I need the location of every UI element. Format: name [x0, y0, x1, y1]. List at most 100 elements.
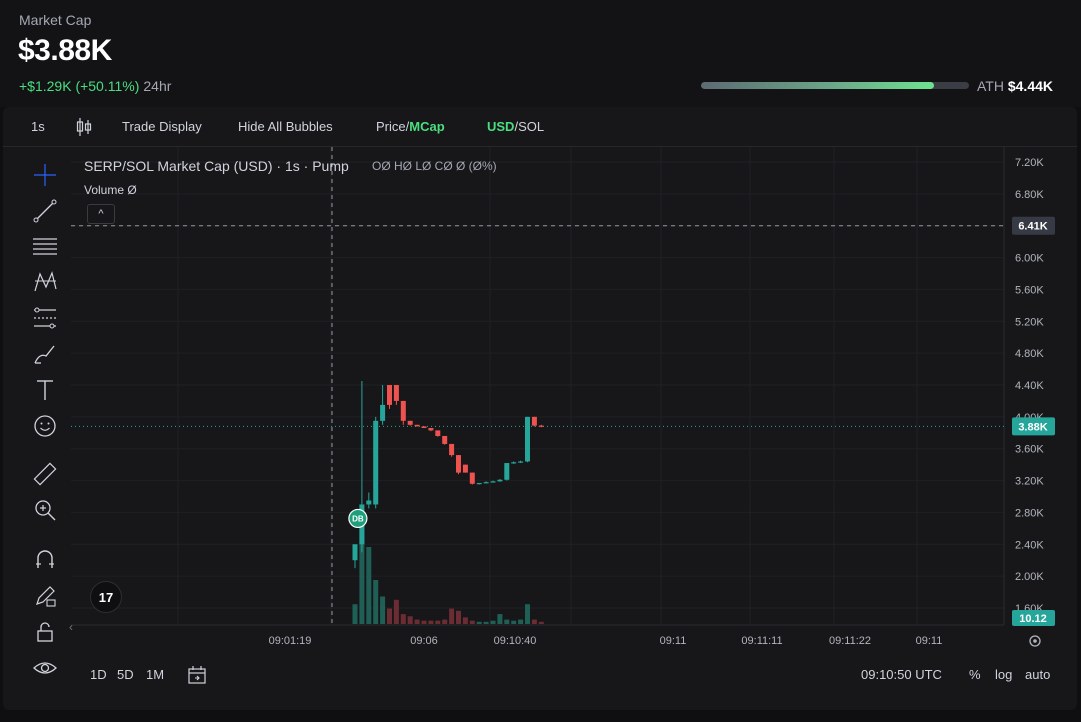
auto-toggle[interactable]: auto — [1025, 667, 1051, 682]
volume-bar — [483, 621, 489, 624]
range-1d[interactable]: 1D — [90, 667, 107, 682]
last-price-label-bg — [1012, 417, 1055, 436]
change-value: +$1.29K (+50.11%) — [19, 78, 140, 94]
volume-bar — [393, 599, 399, 624]
volume-bar — [442, 619, 448, 624]
range-1m[interactable]: 1M — [146, 667, 165, 682]
price-tick-label: 3.20K — [1015, 476, 1044, 488]
price-tick-label: 4.40K — [1015, 380, 1044, 392]
fib-icon[interactable] — [31, 304, 59, 332]
separator: / — [514, 119, 519, 134]
horizontal-lines-icon[interactable] — [31, 232, 59, 260]
log-toggle[interactable]: log — [995, 667, 1013, 682]
volume-bar — [414, 619, 420, 624]
price-tick-label: 6.80K — [1015, 189, 1044, 201]
chart-panel: 1s Trade Display Hide All Bubbles Price/… — [3, 107, 1077, 710]
interval-selector[interactable]: 1s — [31, 119, 45, 134]
trade-display-button[interactable]: Trade Display — [122, 119, 202, 134]
trend-line-icon[interactable] — [31, 197, 59, 225]
volume-bar — [525, 604, 530, 624]
candle-body — [476, 482, 482, 485]
volume-bar — [538, 621, 544, 624]
magnet-icon[interactable] — [31, 545, 59, 573]
volume-bar — [476, 621, 482, 624]
volume-value-label: 10.12 — [1019, 613, 1047, 625]
text-icon[interactable] — [31, 376, 59, 404]
price-tick-label: 5.60K — [1015, 284, 1044, 296]
candle-body — [380, 404, 386, 421]
usd-sol-toggle[interactable]: USD/SOL — [487, 119, 544, 134]
volume-bar — [518, 619, 524, 624]
percent-toggle[interactable]: % — [969, 667, 981, 682]
price-tick-label: 7.20K — [1015, 157, 1044, 169]
time-tick-label: 09:11:11 — [741, 635, 782, 647]
pattern-icon[interactable] — [31, 268, 59, 296]
candle-body — [428, 428, 434, 431]
candle-body — [366, 500, 372, 505]
volume-bar — [497, 614, 503, 624]
time-tick-label: 09:06 — [410, 635, 438, 647]
eye-icon[interactable] — [31, 654, 59, 682]
price-tick-label: 3.60K — [1015, 444, 1044, 456]
volume-bar — [456, 610, 461, 624]
candlestick-icon[interactable] — [76, 117, 92, 140]
bottom-bar: 1D 5D 1M 09:10:50 UTC % log auto — [69, 655, 1077, 710]
hide-bubbles-button[interactable]: Hide All Bubbles — [238, 119, 333, 134]
lock-pencil-icon[interactable] — [31, 582, 59, 610]
candle-body — [407, 420, 413, 425]
candle-body — [421, 426, 427, 429]
price-mcap-toggle[interactable]: Price/MCap — [376, 119, 445, 134]
ruler-icon[interactable] — [31, 460, 59, 488]
volume-bar — [359, 514, 365, 624]
tradingview-logo[interactable]: 17 — [90, 581, 122, 613]
candle-body — [469, 472, 475, 484]
price-tick-label: 2.40K — [1015, 539, 1044, 551]
volume-bar — [428, 620, 434, 624]
volume-bar — [407, 616, 413, 624]
price-tick-label: 6.00K — [1015, 253, 1044, 265]
candle-body — [387, 385, 392, 405]
volume-bar — [421, 620, 427, 624]
change-period: 24hr — [143, 78, 172, 94]
usd-label: USD — [487, 119, 515, 134]
collapse-legend-button[interactable]: ^ — [87, 204, 115, 224]
volume-bar — [387, 608, 392, 624]
candle-body — [456, 455, 461, 473]
market-cap-label: Market Cap — [19, 12, 92, 28]
volume-bar — [435, 620, 441, 624]
ath-progress-bar — [701, 82, 969, 89]
separator: / — [405, 119, 410, 134]
lock-icon[interactable] — [31, 618, 59, 646]
time-tick-label: 09:11:22 — [829, 635, 871, 647]
candle-body — [442, 435, 448, 444]
chart-toolbar: 1s Trade Display Hide All Bubbles Price/… — [3, 107, 1077, 147]
crosshair-icon[interactable] — [31, 161, 59, 189]
time-tick-label: 09:11 — [916, 635, 943, 647]
zoom-in-icon[interactable] — [31, 496, 59, 524]
volume-value-label-bg — [1012, 610, 1055, 626]
market-cap-value: $3.88K — [18, 34, 112, 67]
chart-legend-ohlc: OØ HØ LØ CØ Ø (Ø%) — [372, 159, 497, 173]
candle-body — [511, 462, 517, 464]
time-tick-label: 09:11 — [660, 635, 687, 647]
trade-bubble — [348, 508, 368, 529]
ath-value: $4.44K — [1007, 78, 1054, 94]
mcap-label: MCap — [409, 119, 445, 134]
last-price-label: 3.88K — [1018, 421, 1047, 433]
scroll-left-icon[interactable]: ‹ — [69, 620, 73, 634]
candle-body — [435, 430, 441, 436]
chart-canvas[interactable]: 7.20K6.80K6.40K6.00K5.60K5.20K4.80K4.40K… — [69, 147, 1077, 710]
settings-gear-center — [1033, 639, 1037, 643]
volume-legend: Volume Ø — [84, 183, 137, 197]
range-5d[interactable]: 5D — [117, 667, 134, 682]
candle-body — [538, 425, 544, 427]
price-chart[interactable]: 7.20K6.80K6.40K6.00K5.60K5.20K4.80K4.40K… — [69, 147, 1077, 710]
time-tick-label: 09:01:19 — [269, 635, 312, 647]
volume-bar — [490, 620, 496, 624]
utc-clock[interactable]: 09:10:50 UTC — [861, 667, 942, 682]
brush-icon[interactable] — [31, 340, 59, 368]
volume-bar — [462, 617, 468, 624]
candle-body — [414, 424, 420, 427]
calendar-icon[interactable] — [186, 664, 208, 689]
emoji-icon[interactable] — [31, 412, 59, 440]
